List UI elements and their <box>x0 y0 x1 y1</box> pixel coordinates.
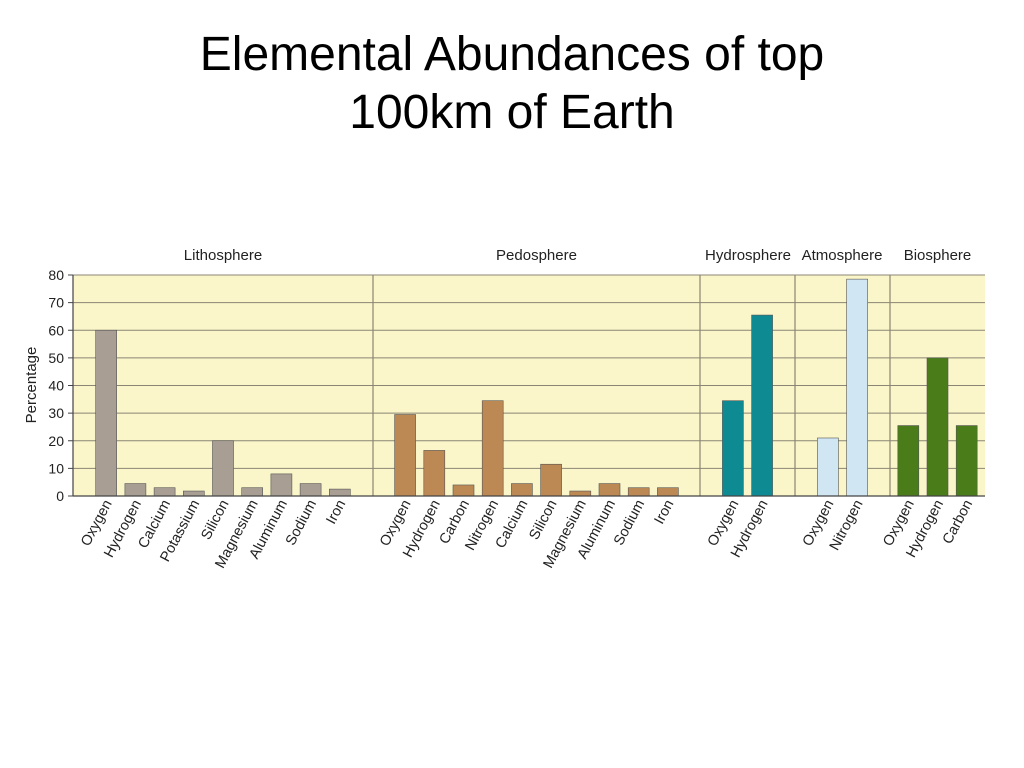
bar-lithosphere-oxygen <box>95 329 117 497</box>
group-label-pedosphere: Pedosphere <box>496 247 577 264</box>
y-tick-label: 80 <box>48 267 64 283</box>
y-tick-label: 50 <box>48 350 64 366</box>
bar-atmosphere-nitrogen <box>846 278 868 497</box>
y-tick-label: 0 <box>56 488 64 504</box>
bar-pedosphere-oxygen <box>394 414 416 497</box>
bar-pedosphere-nitrogen <box>481 400 504 497</box>
y-tick-label: 20 <box>48 433 64 449</box>
category-label: Iron <box>323 497 349 527</box>
group-label-atmosphere: Atmosphere <box>802 247 883 264</box>
bar-pedosphere-silicon <box>540 463 562 497</box>
bar-lithosphere-sodium <box>299 483 322 497</box>
bar-lithosphere-calcium <box>153 487 176 497</box>
bar-pedosphere-magnesium <box>569 490 592 497</box>
bar-lithosphere-potassium <box>183 490 205 497</box>
bar-lithosphere-aluminum <box>270 473 293 497</box>
bar-lithosphere-magnesium <box>241 487 263 497</box>
bar-biosphere-hydrogen <box>926 357 949 497</box>
bar-hydrosphere-oxygen <box>722 400 744 497</box>
y-tick-label: 60 <box>48 322 64 338</box>
bar-biosphere-oxygen <box>897 425 920 497</box>
slide-title-line-2: 100km of Earth <box>349 86 675 139</box>
category-label: Iron <box>652 497 678 527</box>
y-tick-label: 70 <box>48 295 64 311</box>
bar-hydrosphere-hydrogen <box>751 314 773 497</box>
y-axis-label: Percentage <box>23 347 40 424</box>
bar-pedosphere-carbon <box>452 484 475 497</box>
y-tick-label: 40 <box>48 378 64 394</box>
bar-biosphere-carbon <box>955 425 978 497</box>
group-label-hydrosphere: Hydrosphere <box>705 247 791 264</box>
bar-pedosphere-iron <box>657 487 679 497</box>
bar-pedosphere-aluminum <box>598 483 621 497</box>
group-label-biosphere: Biosphere <box>904 247 972 264</box>
bar-lithosphere-hydrogen <box>124 483 147 497</box>
bar-pedosphere-hydrogen <box>423 450 446 497</box>
bar-lithosphere-iron <box>328 488 351 497</box>
y-tick-label: 10 <box>48 460 64 476</box>
slide-title-line-1: Elemental Abundances of top <box>199 28 825 81</box>
bar-atmosphere-oxygen <box>817 437 839 497</box>
bar-pedosphere-sodium <box>627 487 650 497</box>
y-tick-label: 30 <box>48 405 64 421</box>
bar-lithosphere-silicon <box>212 440 234 497</box>
slide-title: Elemental Abundances of top 100km of Ear… <box>0 26 1024 142</box>
group-label-lithosphere: Lithosphere <box>184 247 262 264</box>
bar-pedosphere-calcium <box>511 483 533 497</box>
